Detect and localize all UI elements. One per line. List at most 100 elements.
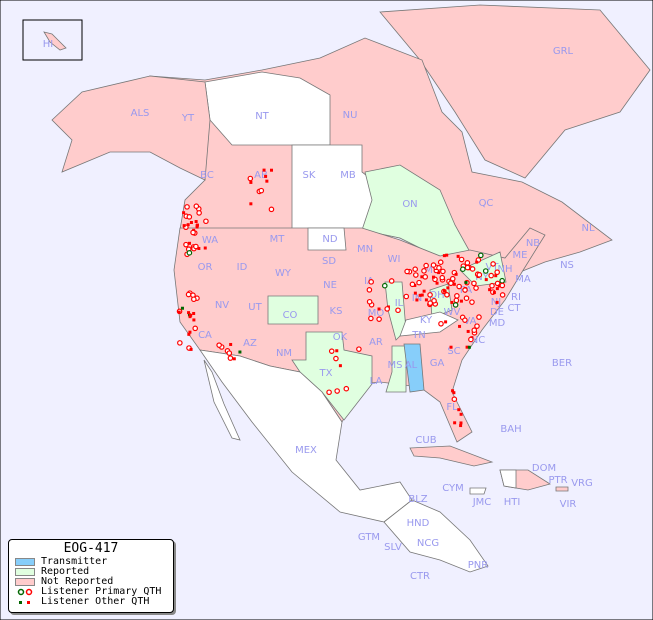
region-label-de: DE [490,307,504,318]
region-label-nl: NL [581,223,594,234]
listener-primary-qth-marker [463,295,470,301]
region-label-ber: BER [552,358,572,369]
listener-other-qth-marker [264,174,268,178]
listener-other-qth-marker [420,293,424,297]
region-label-ma: MA [515,274,531,285]
listener-other-qth-marker [484,278,488,282]
listener-primary-qth-marker [384,306,390,312]
listener-other-qth-marker [488,288,492,292]
listener-primary-qth-marker [431,297,437,304]
listener-primary-qth-marker [460,266,466,272]
listener-other-qth-marker [192,318,196,322]
listener-other-qth-marker [451,389,455,393]
region-label-il: IL [395,298,404,309]
listener-primary-qth-marker [453,297,460,304]
listener-other-qth-marker [453,421,457,425]
region-label-blz: BLZ [408,494,427,505]
legend-reported: Reported [9,567,173,577]
listener-other-qth-marker [497,284,501,288]
listener-primary-qth-marker [343,385,350,392]
region-label-nt: NT [255,111,269,122]
listener-other-qth-marker [445,253,449,257]
listener-primary-qth-marker [416,279,422,286]
region-label-ny: NY [475,272,489,283]
region-label-ri: RI [511,292,521,303]
listener-primary-qth-marker [177,340,183,346]
listener-other-qth-marker [262,168,266,172]
region-label-bah: BAH [500,424,521,435]
legend-label: Listener Other QTH [41,596,150,607]
region-label-bc: BC [200,170,214,181]
listener-other-qth-marker [459,299,463,303]
region-label-sc: SC [447,346,460,357]
region-label-ut: UT [248,302,262,313]
not-reported-swatch [15,578,35,586]
region-label-mt: MT [270,234,286,245]
listener-primary-qth-marker [468,336,474,343]
listener-primary-qth-marker [471,327,478,334]
jamaica [469,487,487,495]
listener-primary-qth-marker [333,355,339,362]
listener-primary-qth-marker [186,250,193,256]
region-label-hti: HTI [504,497,521,508]
listener-primary-qth-marker [499,277,505,284]
listener-other-qth-marker [413,291,417,295]
listener-other-qth-marker [466,329,470,333]
region-label-mn: MN [357,244,373,255]
listener-other-qth-marker [459,412,463,416]
listener-other-qth-marker [187,311,191,315]
listener-other-qth-marker [229,342,233,346]
listener-other-qth-marker [195,225,199,229]
square-marker-icon [15,598,35,606]
region-label-jmc: JMC [472,497,492,508]
listener-primary-qth-marker [437,259,444,265]
listener-other-qth-marker [195,223,199,227]
region-label-wy: WY [275,268,292,279]
listener-primary-qth-marker [409,281,416,288]
listener-primary-qth-marker [489,282,495,289]
listener-primary-qth-marker [476,272,483,278]
region-label-grl: GRL [553,46,574,57]
listener-other-qth-marker [464,280,468,284]
region-label-or: OR [198,262,213,273]
region-label-pnr: PNR [468,560,489,571]
listener-primary-qth-marker [451,396,458,402]
listener-primary-qth-marker [368,279,374,285]
region-label-la: LA [370,376,383,387]
region-label-ok: OK [333,332,348,343]
mexico [199,349,413,523]
listener-primary-qth-marker [427,300,434,306]
legend-label: Not Reported [41,576,114,587]
legend-label: Transmitter [41,556,108,567]
listener-primary-qth-marker [439,274,446,281]
region-label-sd: SD [322,256,336,267]
listener-primary-qth-marker [440,268,446,275]
listener-primary-qth-marker [444,291,450,298]
listener-other-qth-marker [435,281,439,285]
region-label-oh: OH [429,290,444,301]
listener-other-qth-marker [269,168,273,172]
listener-primary-qth-marker [452,302,459,308]
region-label-ns: NS [560,260,574,271]
listener-primary-qth-marker [268,206,275,213]
region-label-qc: QC [479,198,494,209]
hawaii-inset [22,19,83,61]
region-label-md: MD [489,318,506,329]
listener-other-qth-marker [238,350,242,354]
listener-primary-qth-marker [478,252,484,259]
region-label-dom: DOM [532,463,556,474]
listener-other-qth-marker [456,254,460,258]
listener-other-qth-marker [194,220,198,224]
listener-other-qth-marker [446,286,450,290]
region-label-nv: NV [215,300,229,311]
region-label-ptr: PTR [548,475,567,486]
listener-primary-qth-marker [499,292,506,298]
listener-primary-qth-marker [436,265,442,271]
region-label-nb: NB [526,238,540,249]
legend-other-qth: Listener Other QTH [9,597,173,607]
legend-transmitter: Transmitter [9,557,173,567]
region-label-ks: KS [330,306,343,317]
listener-other-qth-marker [182,224,186,228]
listener-primary-qth-marker [499,282,506,289]
